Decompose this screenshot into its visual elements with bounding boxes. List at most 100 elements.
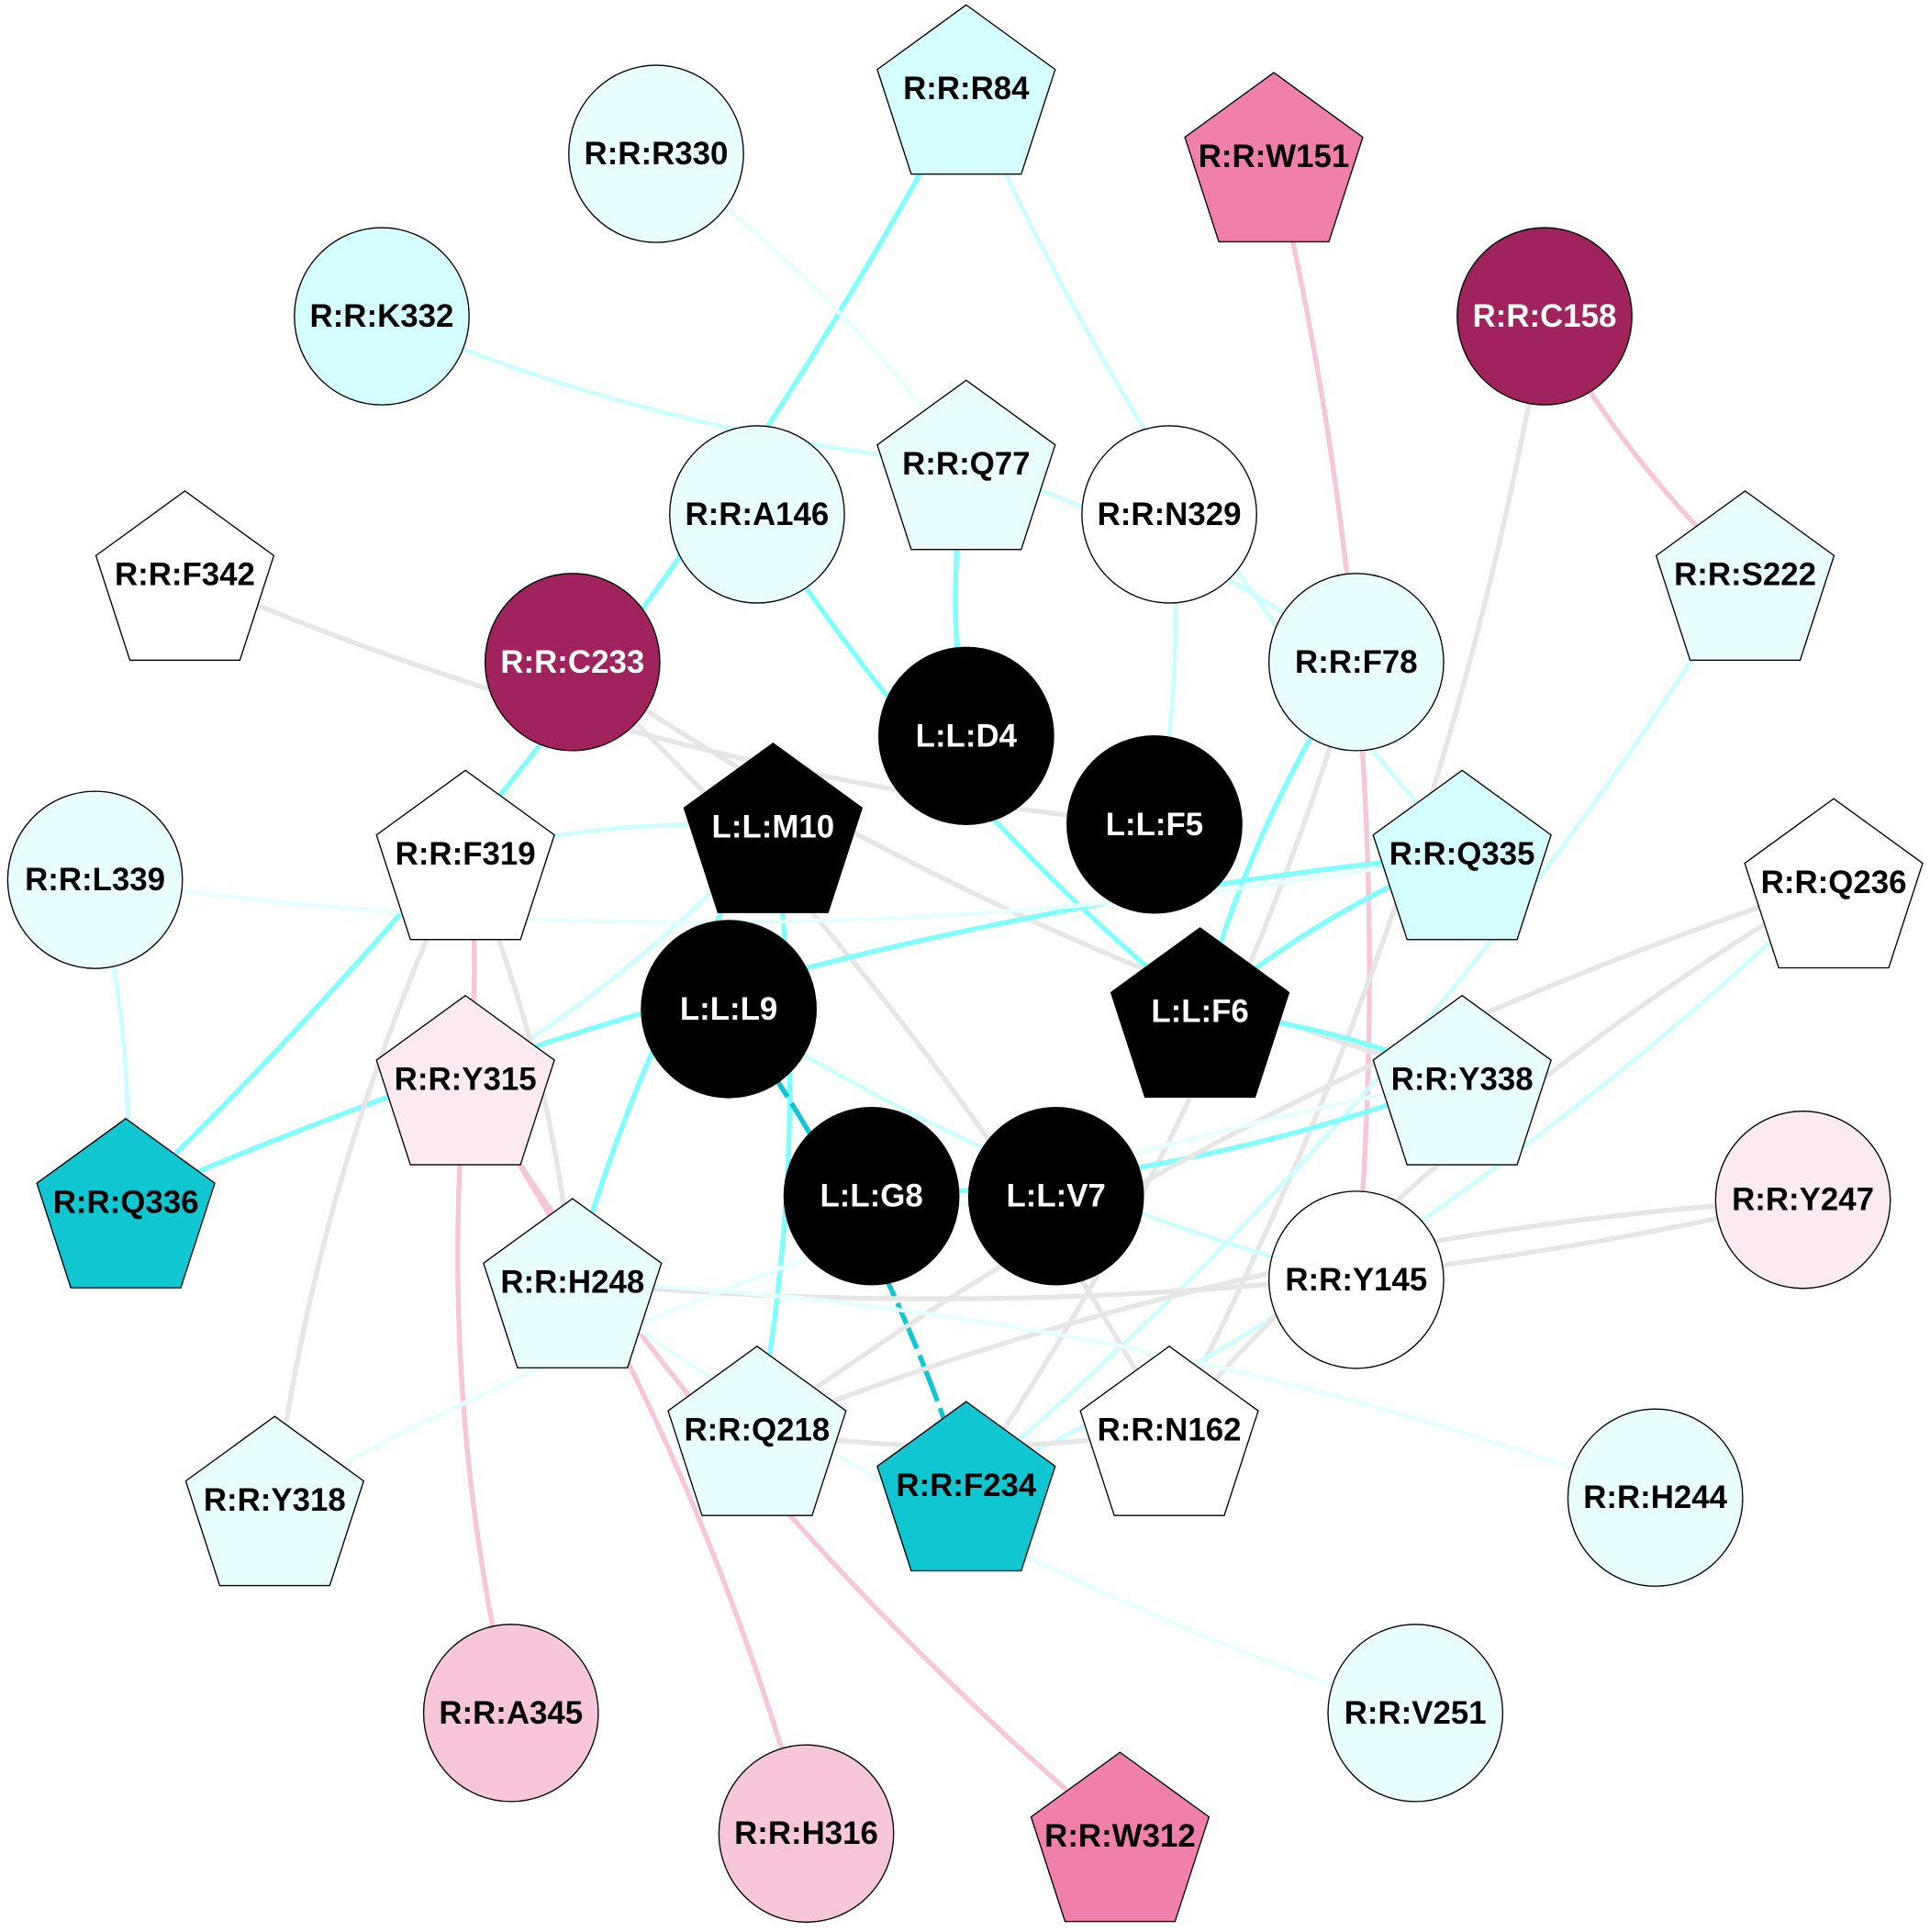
circle-shape [1327,1624,1504,1803]
node-Y318[interactable]: R:R:Y318 [184,1415,365,1587]
node-A146[interactable]: R:R:A146 [669,425,845,604]
node-label: R:R:H244 [1583,1480,1727,1515]
circle-shape [783,1107,960,1286]
node-label: L:L:D4 [916,718,1018,754]
nodes-layer: R:R:R84 R:R:R330 R:R:W151 R:R:K332 R:R:C158 R… [6,4,1924,1923]
node-Y247[interactable]: R:R:Y247 [1714,1111,1891,1290]
node-label: L:L:F6 [1151,994,1248,1030]
node-label: L:L:L9 [680,991,777,1027]
node-F319[interactable]: R:R:F319 [375,769,555,941]
node-W312[interactable]: R:R:W312 [1030,1751,1210,1923]
edge-C233-N162 [570,660,1172,1432]
node-Q218[interactable]: R:R:Q218 [667,1345,847,1516]
node-label: R:R:L339 [25,862,165,898]
circle-shape [1456,227,1633,406]
node-M10[interactable]: L:L:M10 [683,742,864,913]
node-Q335[interactable]: R:R:Q335 [1372,769,1552,941]
node-G8[interactable]: L:L:G8 [783,1107,960,1286]
edge-M10-Q218 [754,826,793,1431]
node-H316[interactable]: R:R:H316 [718,1744,895,1923]
edge-C233-Y338 [571,660,1463,1082]
pentagon-shape [1110,927,1290,1098]
pentagon-shape [375,994,555,1166]
pentagon-shape [483,1198,663,1368]
circle-shape [294,227,470,406]
node-Y338[interactable]: R:R:Y338 [1372,994,1552,1166]
pentagon-shape [36,1117,216,1289]
node-F6[interactable]: L:L:F6 [1110,927,1290,1098]
pentagon-shape [375,769,555,941]
node-label: R:R:H248 [500,1265,644,1301]
node-Y315[interactable]: R:R:Y315 [375,994,555,1166]
node-label: R:R:R84 [903,71,1030,106]
node-A345[interactable]: R:R:A345 [422,1624,599,1803]
edge-Y315-A345 [455,1078,514,1714]
node-label: R:R:K332 [310,298,454,334]
node-label: L:L:M10 [712,809,835,844]
node-label: R:R:Q77 [902,446,1030,482]
pentagon-shape [876,1401,1056,1572]
circle-shape [1081,425,1257,604]
node-Q77[interactable]: R:R:Q77 [876,379,1056,551]
circle-shape [1066,735,1243,914]
pentagon-shape [95,490,275,661]
node-label: R:R:N329 [1098,497,1242,532]
edge-K332-Q77 [381,314,967,466]
node-D4[interactable]: L:L:D4 [877,646,1054,825]
node-Q336[interactable]: R:R:Q336 [36,1117,216,1289]
circle-shape [422,1624,599,1803]
pentagon-shape [1184,72,1364,243]
node-label: R:R:Q218 [685,1412,831,1447]
node-label: R:R:Q236 [1761,865,1907,900]
node-F5[interactable]: L:L:F5 [1066,735,1243,914]
circle-shape [669,425,845,604]
circle-shape [967,1107,1144,1286]
node-label: R:R:F342 [115,557,255,593]
node-label: R:R:C233 [500,644,644,680]
node-H248[interactable]: R:R:H248 [483,1198,663,1368]
node-label: R:R:A146 [685,497,829,532]
circle-shape [1267,573,1445,752]
circle-shape [484,573,661,752]
node-label: R:R:A345 [439,1695,583,1731]
node-R330[interactable]: R:R:R330 [568,64,744,243]
pentagon-shape [1079,1345,1259,1516]
node-F342[interactable]: R:R:F342 [95,490,275,661]
node-Q236[interactable]: R:R:Q236 [1744,798,1924,969]
node-label: R:R:F319 [396,836,536,872]
node-C158[interactable]: R:R:C158 [1456,227,1633,406]
node-V7[interactable]: L:L:V7 [967,1107,1144,1286]
node-N329[interactable]: R:R:N329 [1081,425,1257,604]
pentagon-shape [1372,769,1552,941]
node-label: R:R:W151 [1199,139,1350,174]
node-F234[interactable]: R:R:F234 [876,1401,1056,1572]
node-label: R:R:H316 [734,1815,878,1851]
node-label: R:R:W312 [1044,1818,1196,1854]
node-C233[interactable]: R:R:C233 [484,573,661,752]
circle-shape [1267,1190,1445,1369]
node-label: R:R:Q336 [53,1184,199,1220]
circle-shape [568,64,744,243]
node-V251[interactable]: R:R:V251 [1327,1624,1504,1803]
node-K332[interactable]: R:R:K332 [294,227,470,406]
circle-shape [641,920,817,1099]
circle-shape [1567,1408,1744,1587]
node-label: L:L:V7 [1007,1178,1106,1214]
node-Y145[interactable]: R:R:Y145 [1267,1190,1445,1369]
node-label: R:R:S222 [1674,557,1816,593]
node-F78[interactable]: R:R:F78 [1267,573,1445,752]
node-L9[interactable]: L:L:L9 [641,920,817,1099]
pentagon-shape [1372,994,1552,1166]
pentagon-shape [1030,1751,1210,1923]
node-H244[interactable]: R:R:H244 [1567,1408,1744,1587]
node-S222[interactable]: R:R:S222 [1655,490,1835,661]
node-N162[interactable]: R:R:N162 [1079,1345,1259,1516]
node-R84[interactable]: R:R:R84 [876,4,1056,175]
circle-shape [1714,1111,1891,1290]
node-W151[interactable]: R:R:W151 [1184,72,1364,243]
edge-H248-H244 [572,1279,1657,1500]
pentagon-shape [667,1345,847,1516]
node-label: R:R:C158 [1473,298,1617,334]
node-L339[interactable]: R:R:L339 [6,790,184,969]
